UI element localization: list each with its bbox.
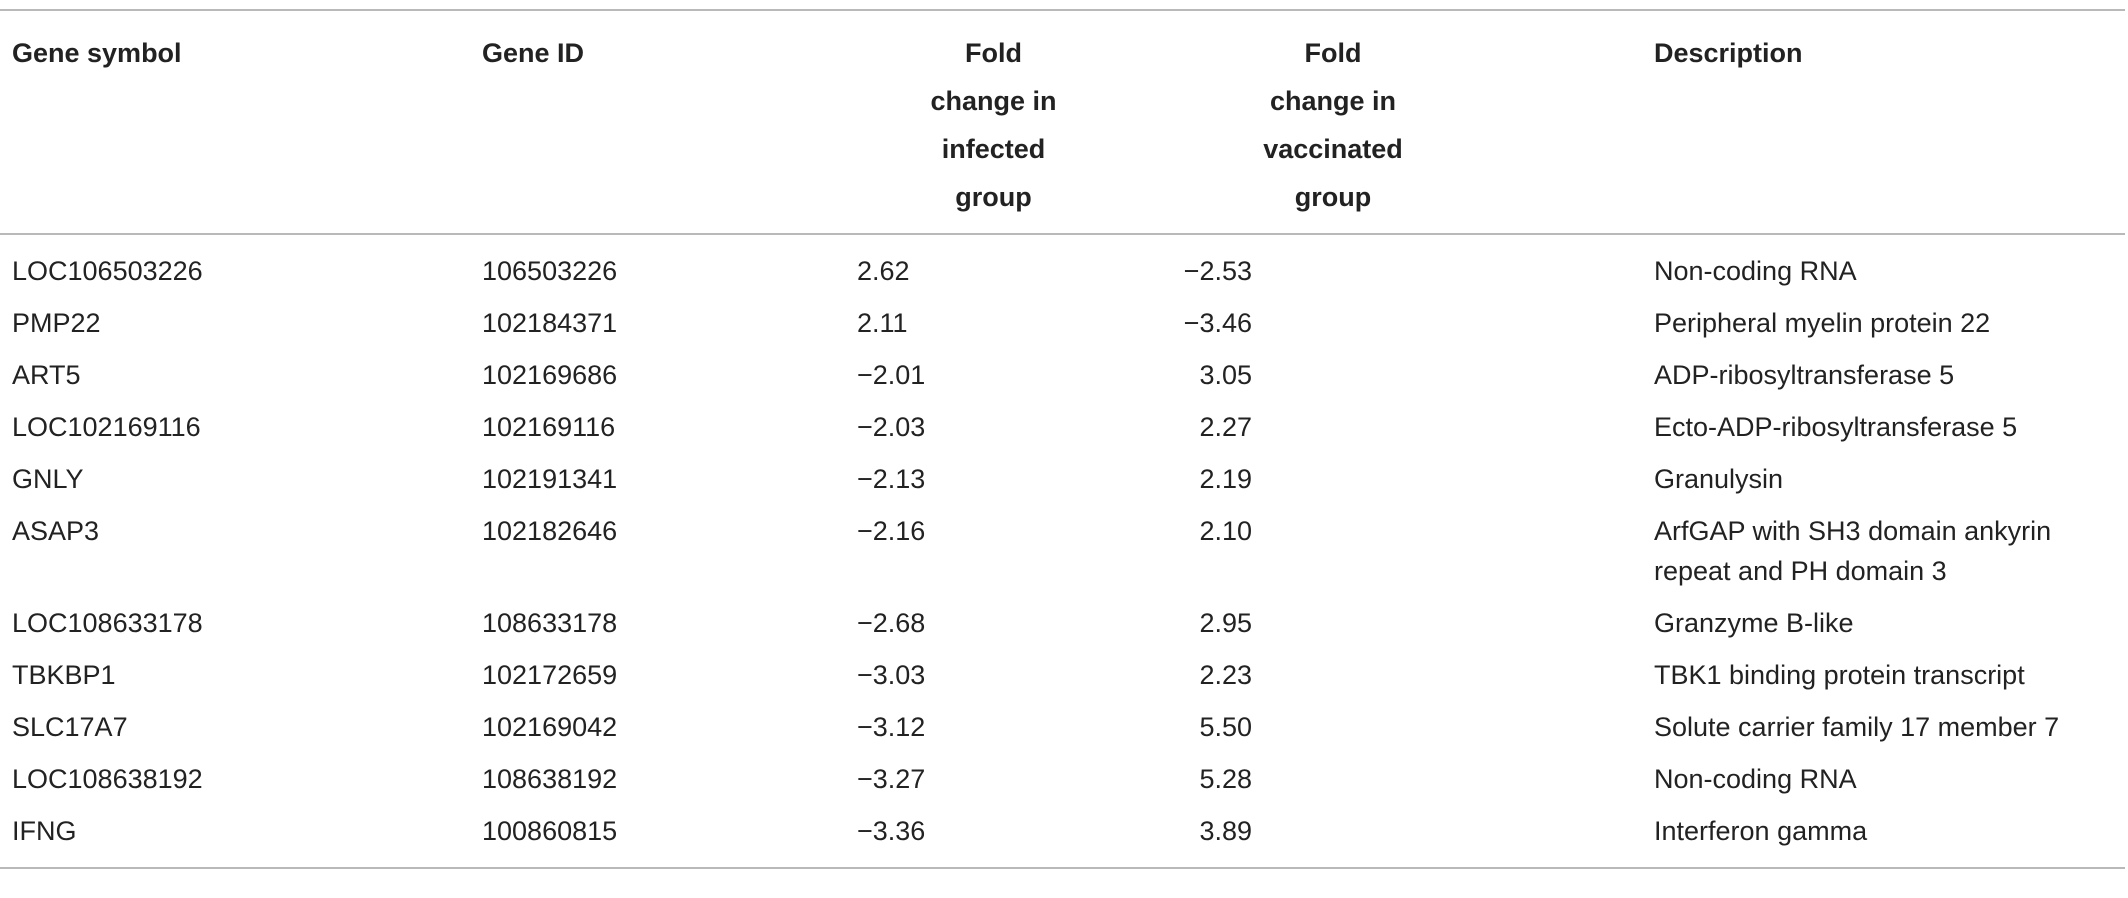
cell-fold-vaccinated: 3.05 <box>1199 360 1252 390</box>
table-row: LOC108638192 108638192 −3.27 5.28 Non-coding… <box>0 755 2125 807</box>
header-fold-infected-line: infected <box>941 134 1046 164</box>
table-row: GNLY 102191341 −2.13 2.19 Granulysin <box>0 455 2125 507</box>
gene-table-container: Gene symbol Gene ID Fold change in infec… <box>0 9 2125 869</box>
cell-description: Ecto-ADP-ribosyltransferase 5 <box>1654 412 2018 442</box>
cell-gene-symbol: LOC106503226 <box>12 256 203 286</box>
cell-gene-id: 102169042 <box>482 712 618 742</box>
cell-description: Granzyme B-like <box>1654 608 1854 638</box>
header-fold-infected-line: change in <box>930 86 1057 116</box>
cell-fold-vaccinated: 5.50 <box>1199 712 1252 742</box>
cell-description: TBK1 binding protein transcript <box>1654 660 2025 690</box>
cell-gene-symbol: ART5 <box>12 360 81 390</box>
header-fold-vaccinated: Fold change in vaccinated group <box>1142 10 1642 234</box>
cell-fold-infected: −2.03 <box>857 412 926 442</box>
cell-gene-symbol: SLC17A7 <box>12 712 128 742</box>
cell-description: Non-coding RNA <box>1654 256 1857 286</box>
cell-description: Solute carrier family 17 member 7 <box>1654 712 2060 742</box>
cell-fold-infected: −2.01 <box>857 360 926 390</box>
cell-fold-vaccinated: −2.53 <box>1183 256 1252 286</box>
cell-gene-symbol: TBKBP1 <box>12 660 116 690</box>
cell-description: Interferon gamma <box>1654 816 1868 846</box>
cell-description: Peripheral myelin protein 22 <box>1654 308 1991 338</box>
gene-expression-table: Gene symbol Gene ID Fold change in infec… <box>0 9 2125 869</box>
cell-fold-infected: −3.03 <box>857 660 926 690</box>
table-row: IFNG 100860815 −3.36 3.89 Interferon gamma <box>0 807 2125 868</box>
cell-description: ArfGAP with SH3 domain ankyrin repeat an… <box>1654 516 2052 586</box>
header-fold-vaccinated-line: group <box>1294 182 1372 212</box>
cell-fold-infected: −2.13 <box>857 464 926 494</box>
cell-fold-infected: −2.16 <box>857 516 926 546</box>
table-header: Gene symbol Gene ID Fold change in infec… <box>0 10 2125 234</box>
cell-fold-vaccinated: 2.95 <box>1199 608 1252 638</box>
cell-gene-id: 108633178 <box>482 608 618 638</box>
cell-gene-id: 102191341 <box>482 464 618 494</box>
header-fold-vaccinated-line: vaccinated <box>1263 134 1403 164</box>
cell-fold-vaccinated: −3.46 <box>1183 308 1252 338</box>
table-row: SLC17A7 102169042 −3.12 5.50 Solute carrier … <box>0 703 2125 755</box>
cell-gene-id: 108638192 <box>482 764 618 794</box>
cell-gene-id: 102182646 <box>482 516 618 546</box>
header-row: Gene symbol Gene ID Fold change in infec… <box>0 10 2125 234</box>
cell-gene-id: 102169686 <box>482 360 618 390</box>
cell-fold-vaccinated: 3.89 <box>1199 816 1252 846</box>
table-row: TBKBP1 102172659 −3.03 2.23 TBK1 binding pro… <box>0 651 2125 703</box>
header-fold-vaccinated-line: Fold <box>1304 38 1362 68</box>
cell-description: Non-coding RNA <box>1654 764 1857 794</box>
cell-fold-infected: 2.11 <box>857 308 908 338</box>
table-body: LOC106503226 106503226 2.62 −2.53 Non-coding… <box>0 234 2125 868</box>
cell-gene-id: 102172659 <box>482 660 618 690</box>
cell-fold-vaccinated: 2.10 <box>1199 516 1252 546</box>
cell-fold-vaccinated: 2.19 <box>1199 464 1252 494</box>
cell-fold-infected: −3.12 <box>857 712 926 742</box>
header-gene-symbol: Gene symbol <box>12 38 182 68</box>
cell-gene-symbol: LOC108638192 <box>12 764 203 794</box>
cell-fold-infected: −3.36 <box>857 816 926 846</box>
table-row: PMP22 102184371 2.11 −3.46 Peripheral myelin… <box>0 299 2125 351</box>
cell-gene-symbol: ASAP3 <box>12 516 100 546</box>
header-fold-infected: Fold change in infected group <box>845 10 1142 234</box>
table-row: LOC106503226 106503226 2.62 −2.53 Non-coding… <box>0 234 2125 299</box>
table-row: LOC102169116 102169116 −2.03 2.27 Ecto-ADP-r… <box>0 403 2125 455</box>
cell-gene-symbol: GNLY <box>12 464 84 494</box>
header-fold-infected-line: group <box>955 182 1032 212</box>
cell-gene-symbol: LOC108633178 <box>12 608 203 638</box>
cell-fold-infected: 2.62 <box>857 256 910 286</box>
cell-gene-id: 106503226 <box>482 256 618 286</box>
header-fold-infected-line: Fold <box>965 38 1022 68</box>
cell-description: Granulysin <box>1654 464 1784 494</box>
cell-gene-symbol: PMP22 <box>12 308 101 338</box>
header-gene-id: Gene ID <box>482 38 585 68</box>
header-description: Description <box>1654 38 1803 68</box>
cell-gene-id: 100860815 <box>482 816 618 846</box>
cell-fold-vaccinated: 2.27 <box>1199 412 1252 442</box>
cell-fold-infected: −3.27 <box>857 764 926 794</box>
cell-fold-vaccinated: 2.23 <box>1199 660 1252 690</box>
cell-description: ADP-ribosyltransferase 5 <box>1654 360 1955 390</box>
table-row: ART5 102169686 −2.01 3.05 ADP-ribosyltransfe… <box>0 351 2125 403</box>
cell-gene-symbol: LOC102169116 <box>12 412 201 442</box>
table-row: ASAP3 102182646 −2.16 2.10 ArfGAP with SH3 d… <box>0 507 2125 599</box>
table-row: LOC108633178 108633178 −2.68 2.95 Granzyme B… <box>0 599 2125 651</box>
cell-fold-infected: −2.68 <box>857 608 926 638</box>
cell-gene-id: 102169116 <box>482 412 616 442</box>
header-fold-vaccinated-line: change in <box>1269 86 1397 116</box>
cell-fold-vaccinated: 5.28 <box>1199 764 1252 794</box>
cell-gene-symbol: IFNG <box>12 816 77 846</box>
cell-gene-id: 102184371 <box>482 308 618 338</box>
